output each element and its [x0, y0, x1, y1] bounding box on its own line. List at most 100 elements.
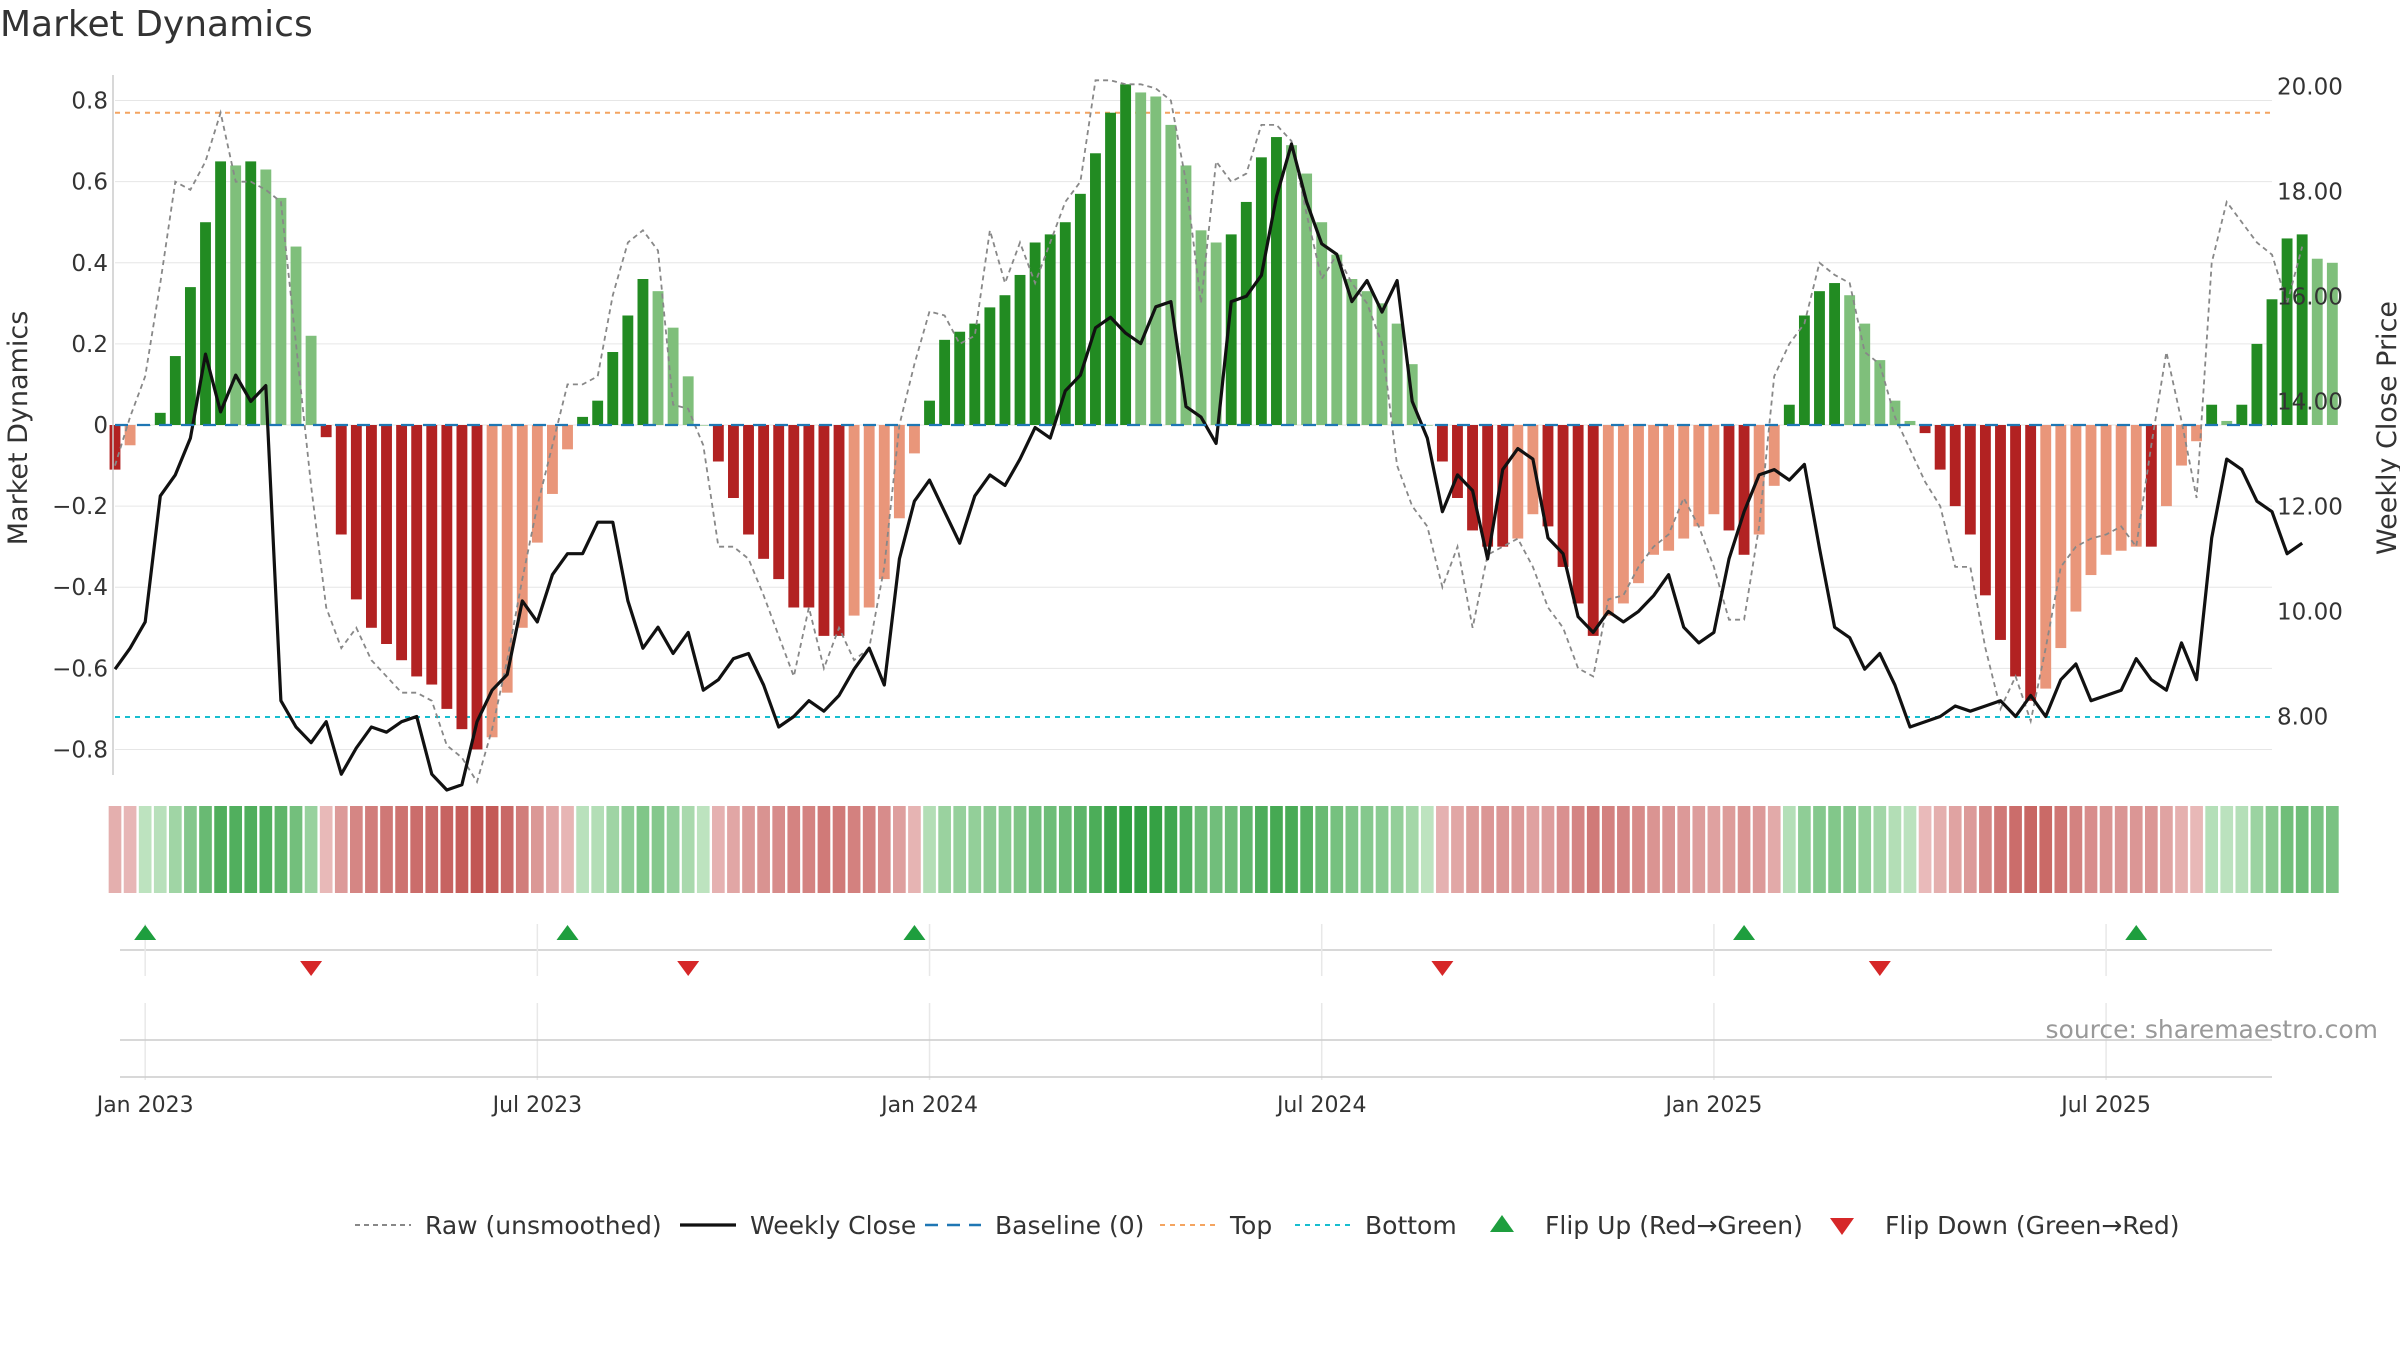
flip-markers-panel: [120, 924, 2272, 976]
raw-series-layer: [114, 79, 2304, 785]
dynamics-bar: [1240, 201, 1252, 425]
legend: Raw (unsmoothed) Weekly Close Baseline (0)…: [355, 1211, 2180, 1240]
y2-tick-label: 16.00: [2277, 284, 2343, 310]
heatmap-cell: [1466, 806, 1479, 893]
y-tick-label: −0.8: [52, 737, 108, 763]
axis-layer: 0.8 0.6 0.4 0.2 0 −0.2 −0.4 −0.6 −0.8 20.00 18.00 1…: [3, 74, 2400, 775]
legend-label: Weekly Close: [750, 1211, 916, 1240]
heatmap-cell: [712, 806, 725, 893]
dynamics-bar: [2176, 425, 2187, 466]
dynamics-bar: [562, 425, 573, 450]
dynamics-bar: [1678, 425, 1690, 539]
dynamics-bar: [878, 425, 890, 580]
heatmap-cell: [877, 806, 891, 893]
heatmap-cell: [1873, 806, 1887, 893]
heatmap-cell: [425, 806, 439, 893]
dynamics-bar: [607, 352, 619, 425]
heatmap-cell: [229, 806, 243, 893]
flip-down-marker: [1868, 961, 1891, 976]
dynamics-bar: [1814, 291, 1825, 425]
dynamics-bar: [2025, 425, 2037, 701]
dynamics-bar: [637, 279, 649, 425]
heatmap-cell: [2205, 806, 2219, 893]
dynamics-bar: [1120, 84, 1132, 425]
heatmap-cell: [365, 806, 378, 893]
heatmap-cell: [742, 806, 755, 893]
heatmap-cell: [1330, 806, 1344, 893]
dynamics-bar: [1059, 222, 1071, 425]
dynamics-bar: [2206, 404, 2218, 425]
dynamics-bar: [2266, 299, 2278, 425]
dynamics-bar: [1391, 323, 1403, 425]
heatmap-cell: [787, 806, 801, 893]
heatmap-cell: [2190, 806, 2203, 893]
dynamics-bar: [441, 425, 453, 709]
dynamics-bar: [1331, 254, 1343, 425]
dynamics-bar: [1044, 234, 1056, 425]
dynamics-bar: [848, 425, 860, 616]
heatmap-cell: [440, 806, 454, 893]
dynamics-bar: [1255, 157, 1267, 426]
heatmap-cell: [1285, 806, 1298, 893]
heatmap-cell: [908, 806, 921, 893]
heatmap-cell: [1767, 806, 1781, 893]
flip-up-marker: [556, 925, 579, 940]
dynamics-bar: [2100, 425, 2112, 555]
heatmap-cell: [1496, 806, 1510, 893]
heatmap-cell: [410, 806, 424, 893]
heatmap-cell: [1632, 806, 1645, 893]
heatmap-cell: [1149, 806, 1163, 893]
dynamics-bar: [1648, 425, 1659, 555]
dynamics-bar: [1527, 425, 1539, 515]
dynamics-bar: [592, 400, 604, 425]
dynamics-bar: [743, 425, 754, 535]
dynamics-bar: [909, 425, 920, 454]
dynamics-bar: [1587, 425, 1599, 636]
dynamics-bar: [1633, 425, 1644, 584]
heatmap-cell: [2054, 806, 2068, 893]
dynamics-bar: [1376, 303, 1388, 425]
heatmap-cell: [244, 806, 258, 893]
dynamics-bar: [1798, 315, 1810, 425]
heatmap-cell: [1390, 806, 1404, 893]
x-tick-label: Jul 2023: [491, 1093, 583, 1118]
heatmap-cell: [1013, 806, 1027, 893]
dynamics-bar: [1105, 112, 1116, 425]
dynamics-bar: [184, 287, 196, 425]
heatmap-cell: [168, 806, 182, 893]
dynamics-bar: [1572, 425, 1584, 604]
dynamics-bar: [893, 425, 905, 519]
dynamics-bar: [1090, 153, 1101, 425]
x-tick-label: Jan 2025: [1663, 1093, 1762, 1118]
heatmap-cell: [1903, 806, 1917, 893]
y2-tick-label: 20.00: [2277, 74, 2343, 100]
y-tick-label: −0.6: [52, 656, 108, 682]
dynamics-bar: [1195, 230, 1207, 425]
heatmap-cell: [1451, 806, 1464, 893]
heatmap-cell: [983, 806, 997, 893]
heatmap-cell: [2084, 806, 2098, 893]
dynamics-bar: [1663, 425, 1675, 551]
dynamics-bar: [999, 295, 1011, 425]
dynamics-bar: [984, 307, 996, 425]
heatmap-cell: [2325, 806, 2339, 893]
heatmap-cell: [1752, 806, 1766, 893]
heatmap-cell: [1104, 806, 1117, 893]
dynamics-bar: [2070, 425, 2082, 612]
heatmap-cell: [184, 806, 197, 893]
dynamics-bar: [1436, 425, 1448, 462]
page-title: Market Dynamics: [0, 4, 313, 45]
heatmap-cell: [1586, 806, 1600, 893]
dynamics-bar: [411, 425, 423, 677]
dynamics-bar: [1316, 222, 1328, 425]
x-tick-label: Jul 2025: [2059, 1093, 2151, 1118]
heatmap-cell: [485, 806, 499, 893]
dynamics-bar: [154, 412, 166, 425]
dynamics-bar: [1150, 96, 1162, 425]
heatmap-cell: [2310, 806, 2324, 893]
y-tick-label: 0.6: [71, 170, 108, 196]
legend-item-flip_down: Flip Down (Green→Red): [1830, 1211, 2180, 1240]
heatmap-cell: [1617, 806, 1630, 893]
heatmap-cell: [651, 806, 665, 893]
heatmap-strip: [108, 806, 2339, 893]
